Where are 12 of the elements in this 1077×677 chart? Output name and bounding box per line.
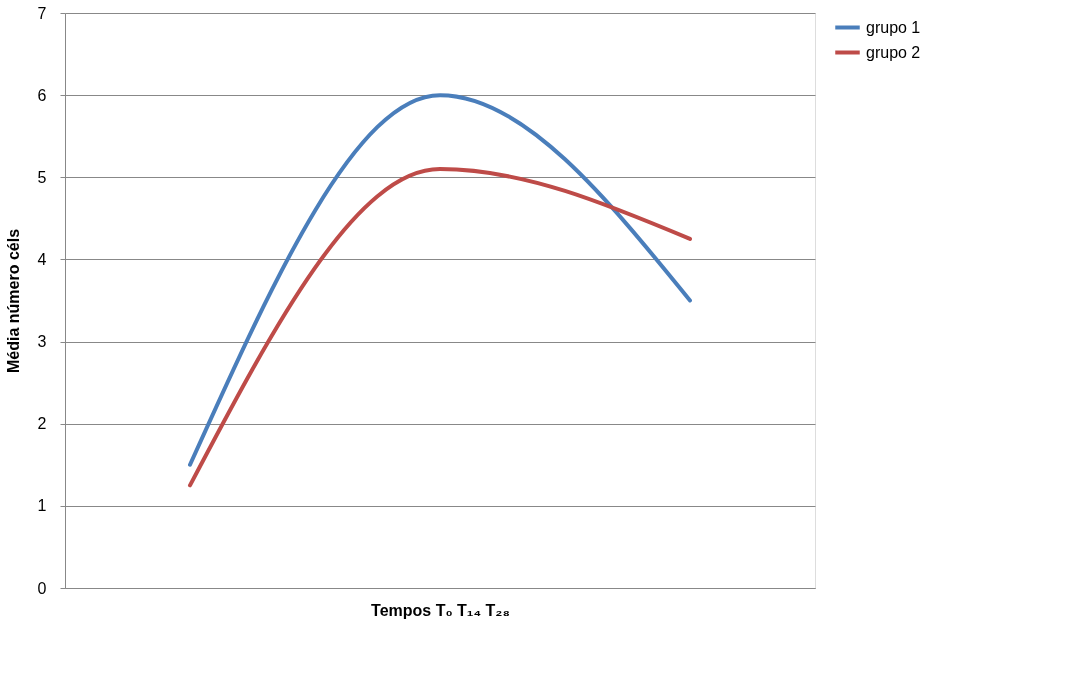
y-tick-label: 7 [37,4,47,22]
y-tick-label: 2 [37,415,47,433]
y-tick-label: 4 [37,250,47,268]
y-tick-label: 0 [37,579,47,597]
y-tick-label: 5 [37,168,47,186]
legend-label: grupo 2 [866,43,921,61]
y-tick-label: 6 [37,86,47,104]
y-tick-label: 3 [37,333,47,351]
y-axis-title: Média número céls [4,228,22,374]
x-axis-title: Tempos T₀ T₁₄ T₂₈ [371,601,510,619]
y-tick-label: 1 [37,497,47,515]
legend-label: grupo 1 [866,18,921,36]
